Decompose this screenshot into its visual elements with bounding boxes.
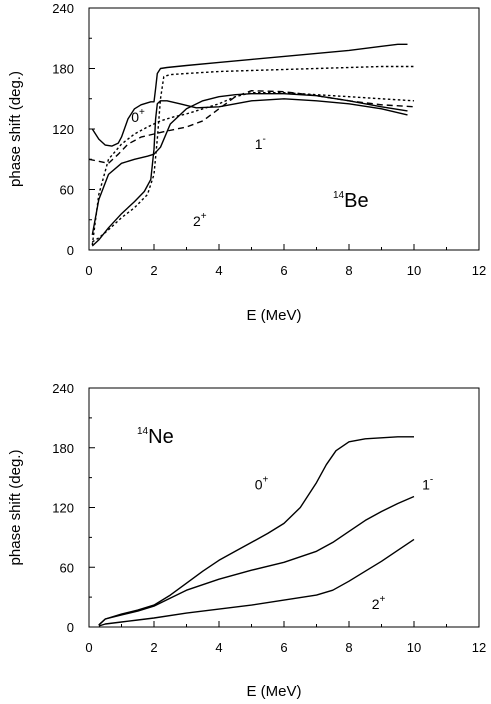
x-tick-label: 10: [407, 640, 421, 655]
x-tick-label: 4: [215, 640, 222, 655]
mass-number: 14: [333, 190, 345, 201]
parity-label: -: [430, 475, 433, 486]
state-label: 1: [255, 136, 263, 152]
state-annotation: 2+: [193, 211, 207, 229]
y-tick-label: 240: [52, 1, 74, 16]
state-annotation: 2+: [372, 594, 386, 612]
state-annotation: 1-: [255, 134, 266, 152]
element-symbol: Ne: [148, 426, 174, 448]
x-tick-label: 8: [345, 640, 352, 655]
series-line-dashed: [88, 90, 415, 164]
parity-label: +: [263, 475, 269, 486]
plot-frame: [88, 7, 480, 251]
nucleus-label: 14Be: [333, 190, 369, 212]
x-axis-label: E (MeV): [246, 683, 301, 700]
series-line-solid: [98, 436, 414, 626]
y-tick-label: 240: [52, 381, 74, 396]
nucleus-label: 14Ne: [137, 426, 174, 448]
x-tick-label: 4: [215, 263, 222, 278]
series-line-solid: [91, 43, 408, 147]
x-tick-label: 6: [280, 263, 287, 278]
parity-label: +: [380, 594, 386, 605]
x-tick-label: 6: [280, 640, 287, 655]
plot-frame: [88, 387, 480, 628]
x-tick-label: 0: [85, 640, 92, 655]
series-line-solid: [91, 98, 408, 247]
state-label: 2: [193, 213, 201, 229]
parity-label: +: [201, 211, 207, 222]
y-axis-label: phase shift (deg.): [7, 450, 24, 566]
mass-number: 14: [137, 426, 149, 437]
parity-label: -: [263, 134, 266, 145]
state-annotation: 1-: [422, 475, 433, 493]
state-annotation: 0+: [131, 107, 145, 125]
x-tick-label: 10: [407, 263, 421, 278]
state-label: 1: [422, 477, 430, 493]
y-tick-label: 120: [52, 501, 74, 516]
x-tick-label: 8: [345, 263, 352, 278]
y-axis-label: phase shift (deg.): [7, 71, 24, 187]
y-tick-label: 180: [52, 441, 74, 456]
x-axis-label: E (MeV): [246, 307, 301, 324]
state-label: 0: [131, 109, 139, 125]
state-label: 0: [255, 477, 263, 493]
y-tick-label: 60: [60, 560, 74, 575]
x-tick-label: 12: [472, 263, 486, 278]
state-annotation: 0+: [255, 475, 269, 493]
element-symbol: Be: [344, 190, 368, 212]
series-line-solid: [91, 93, 408, 236]
state-label: 2: [372, 596, 380, 612]
series-line-dotted: [91, 65, 414, 243]
x-tick-label: 2: [150, 640, 157, 655]
parity-label: +: [139, 107, 145, 118]
y-tick-label: 120: [52, 122, 74, 137]
y-tick-label: 0: [67, 620, 74, 635]
y-tick-label: 180: [52, 62, 74, 77]
x-tick-label: 0: [85, 263, 92, 278]
x-tick-label: 2: [150, 263, 157, 278]
y-tick-label: 60: [60, 183, 74, 198]
series-line-solid: [98, 538, 415, 627]
y-tick-label: 0: [67, 243, 74, 258]
series-line-solid: [98, 495, 415, 626]
x-tick-label: 12: [472, 640, 486, 655]
